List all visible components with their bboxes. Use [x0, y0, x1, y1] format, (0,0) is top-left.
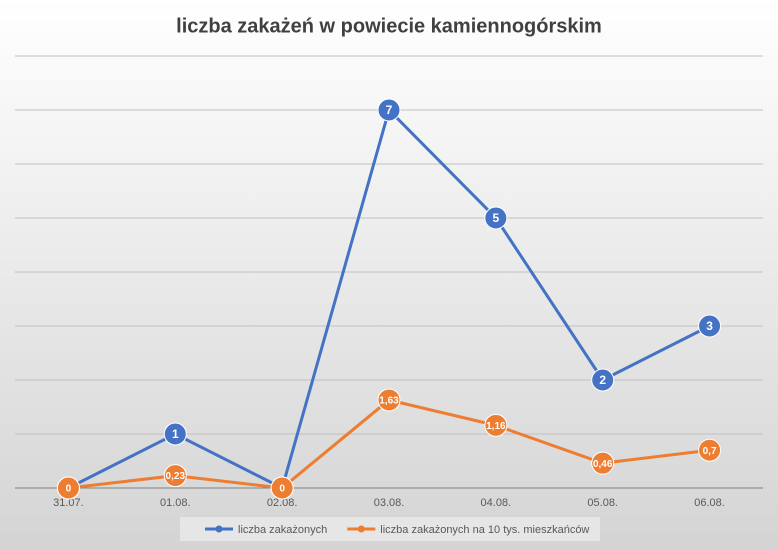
- x-tick-label: 04.08.: [481, 497, 512, 509]
- data-point: [270, 476, 294, 500]
- legend-marker: [357, 525, 365, 533]
- legend-label: liczba zakażonych: [238, 524, 327, 536]
- data-label: 0: [279, 484, 285, 495]
- data-label: 0,23: [166, 471, 186, 482]
- data-point: [698, 438, 722, 462]
- data-label: 1,63: [379, 396, 399, 407]
- x-tick-label: 05.08.: [587, 497, 618, 509]
- legend-marker: [215, 525, 223, 533]
- data-label: 1,16: [486, 421, 506, 432]
- data-label: 0: [66, 484, 72, 495]
- data-label: 0,46: [593, 459, 613, 470]
- x-tick-label: 31.07.: [53, 497, 84, 509]
- data-point: [56, 476, 80, 500]
- data-label: 5: [493, 211, 500, 225]
- data-label: 1: [172, 427, 179, 441]
- data-label: 3: [706, 319, 713, 333]
- data-point: [377, 388, 401, 412]
- data-point: [591, 451, 615, 475]
- x-tick-label: 01.08.: [160, 497, 191, 509]
- data-label: 7: [386, 103, 393, 117]
- data-point: [484, 206, 508, 230]
- data-point: [698, 314, 722, 338]
- data-label: 0,7: [703, 446, 717, 457]
- chart-title: liczba zakażeń w powiecie kamiennogórski…: [176, 15, 602, 37]
- legend-box: [180, 517, 600, 541]
- data-point: [377, 98, 401, 122]
- x-tick-label: 02.08.: [267, 497, 298, 509]
- x-tick-label: 06.08.: [694, 497, 725, 509]
- x-tick-label: 03.08.: [374, 497, 405, 509]
- data-point: [591, 368, 615, 392]
- legend-label: liczba zakażonych na 10 tys. mieszkańców: [380, 524, 589, 536]
- legend: liczba zakażonych liczba zakażonych na 10…: [180, 517, 600, 541]
- data-point: [484, 413, 508, 437]
- data-label: 2: [599, 373, 606, 387]
- data-point: [163, 464, 187, 488]
- data-point: [163, 422, 187, 446]
